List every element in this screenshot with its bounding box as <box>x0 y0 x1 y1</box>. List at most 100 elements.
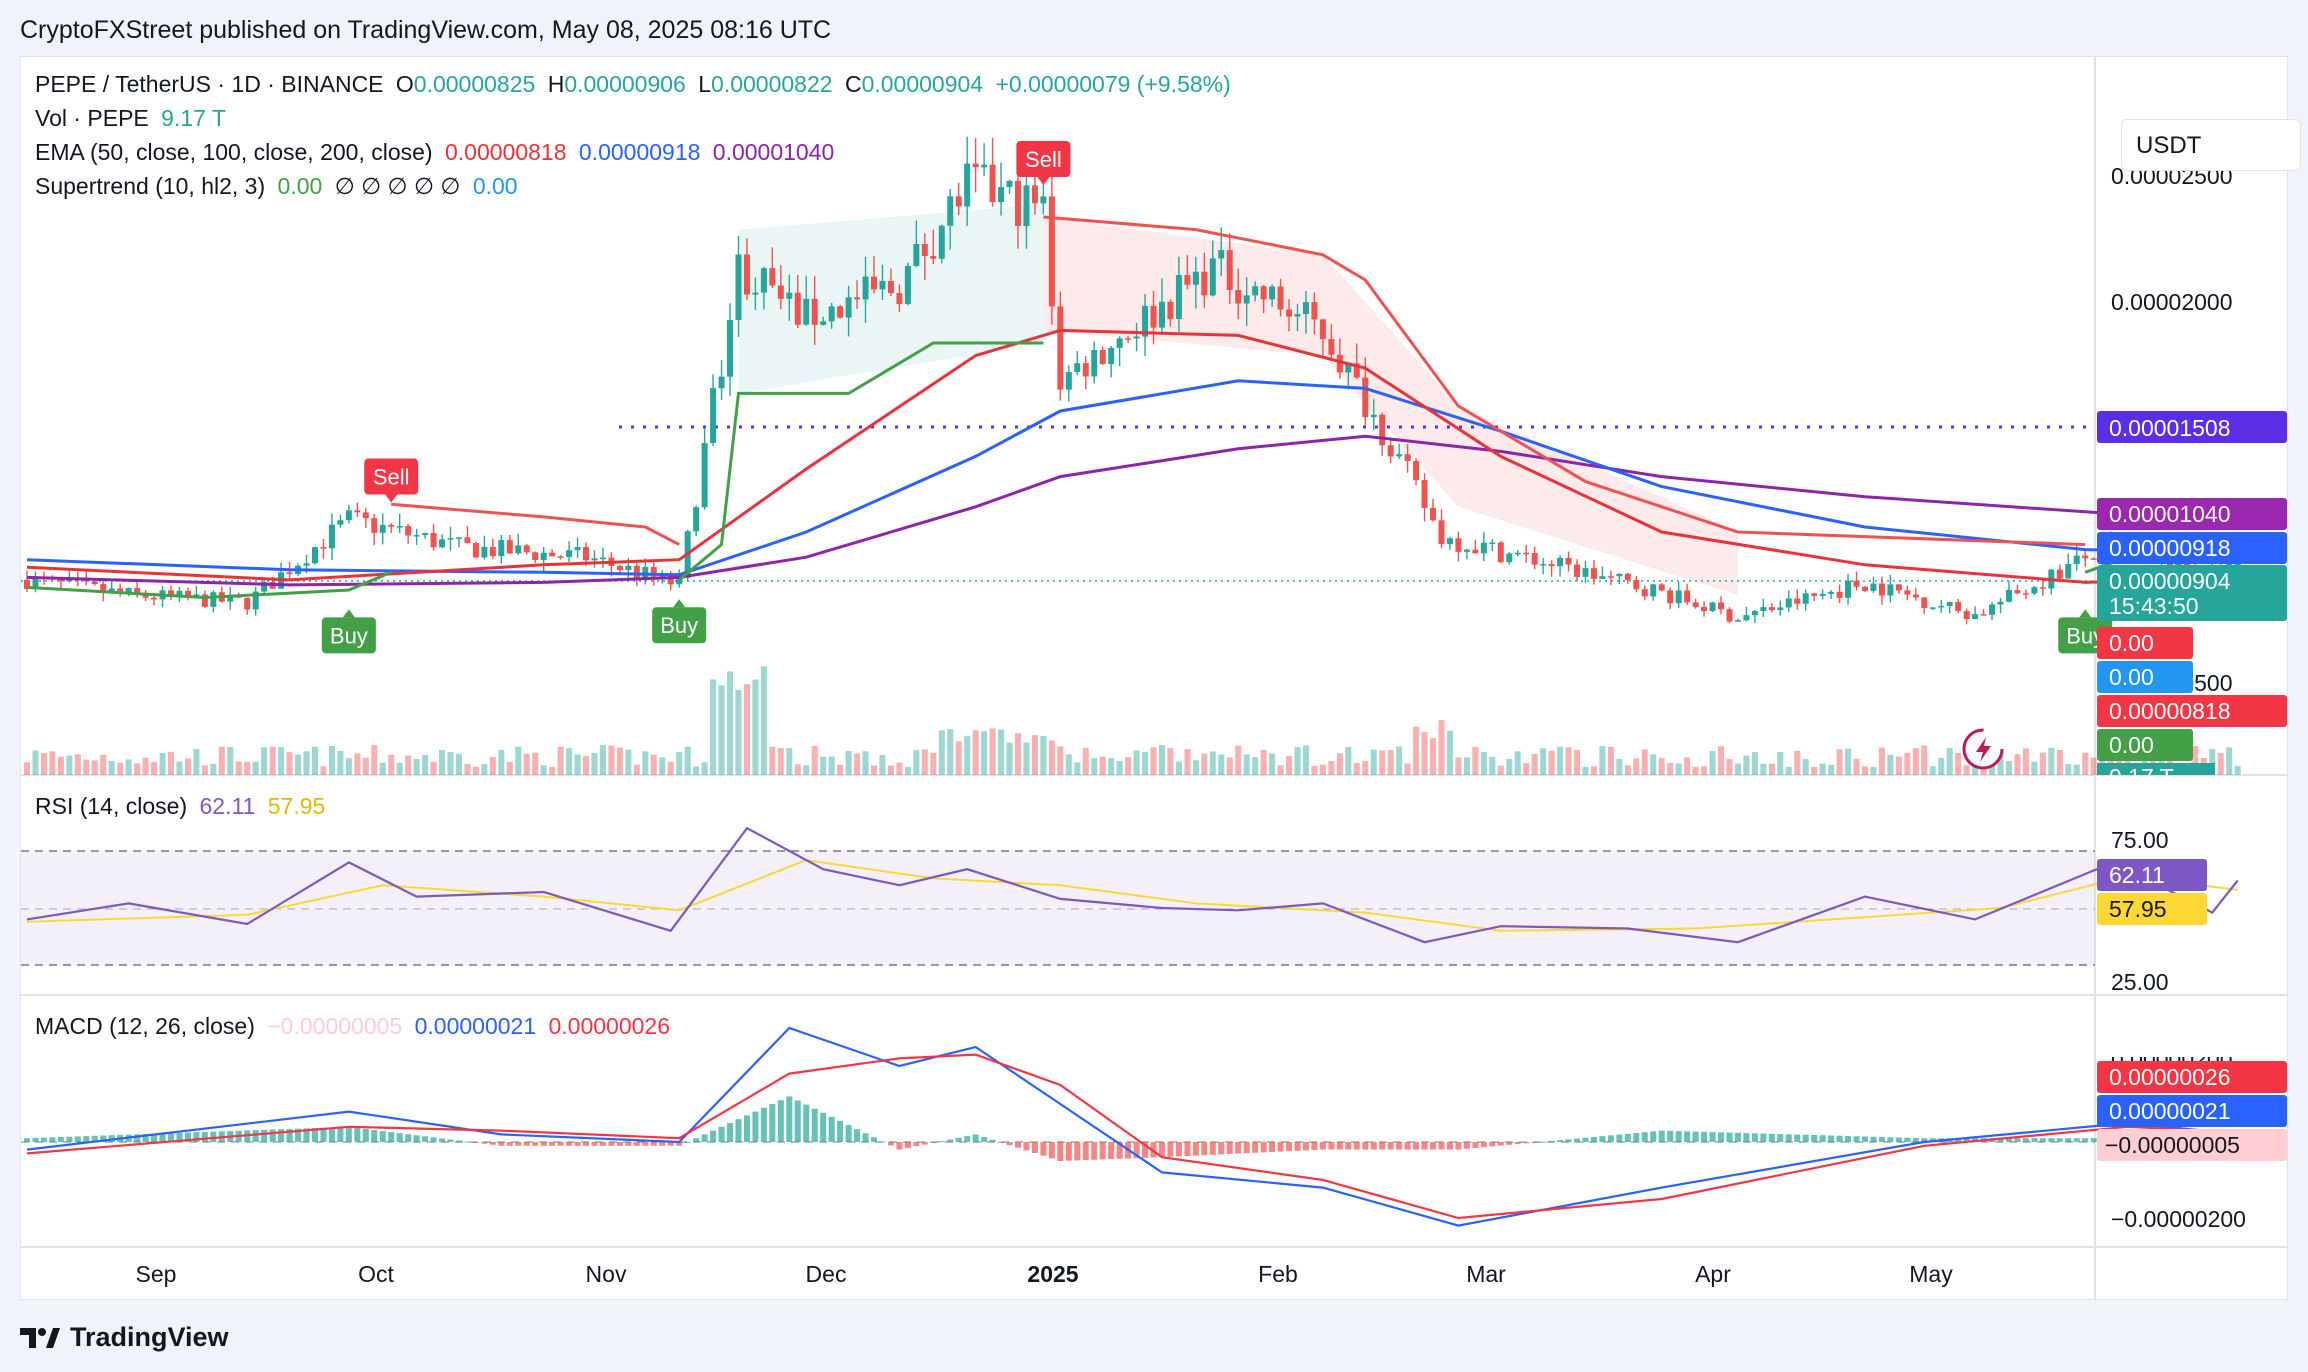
candle-body-128 <box>1108 347 1115 364</box>
candle-body-207 <box>1777 607 1784 611</box>
rsi-tick-25: 25.00 <box>2111 969 2169 995</box>
macd-hist-bar-118 <box>1023 1142 1030 1151</box>
signal-tag: 0.00000026 <box>2109 1064 2231 1090</box>
candle-body-44 <box>396 526 403 528</box>
candle-body-72 <box>633 565 640 578</box>
macd-hist-bar-20 <box>193 1132 200 1142</box>
volume-bar-101 <box>879 755 886 775</box>
candle-body-243 <box>2082 555 2089 559</box>
volume-bar-70 <box>616 747 623 775</box>
volume-bar-58 <box>515 746 522 775</box>
macd-hist-bar-57 <box>506 1142 513 1146</box>
volume-tag-bg <box>2097 763 2215 775</box>
footer: TradingView <box>0 1300 2308 1372</box>
volume-bar-55 <box>489 756 496 775</box>
candle-body-11 <box>117 588 124 593</box>
ema-label[interactable]: EMA (50, close, 100, close, 200, close) <box>35 139 433 165</box>
macd-tag-bg <box>2097 1095 2287 1127</box>
change-value: +0.00000079 (+9.58%) <box>995 71 1231 97</box>
candle-body-235 <box>2014 590 2021 594</box>
macd-hist-bar-9 <box>100 1135 107 1142</box>
supertrend-label[interactable]: Supertrend (10, hl2, 3) <box>35 173 266 199</box>
candle-body-228 <box>1955 602 1962 612</box>
candle-body-231 <box>1980 614 1987 616</box>
sell-signal-4[interactable]: Sell <box>1016 141 1071 186</box>
volume-bar-64 <box>566 748 573 775</box>
volume-bar-76 <box>667 761 674 775</box>
macd-hist-bar-113 <box>981 1137 988 1142</box>
close-tag: 0.00000904 <box>2109 568 2231 594</box>
volume-bar-97 <box>845 750 852 775</box>
macd-hist-bar-201 <box>1726 1132 1733 1142</box>
rsi-lines <box>26 826 2239 944</box>
volume-bar-49 <box>439 749 446 775</box>
macd-hist-bar-213 <box>1828 1135 1835 1142</box>
volume-bar-243 <box>2082 752 2089 775</box>
volume-bar-105 <box>913 750 920 775</box>
macd-hist-bar-165 <box>1421 1142 1428 1150</box>
rsi-tick-75: 75.00 <box>2111 827 2169 853</box>
macd-hist-bar-209 <box>1794 1134 1801 1142</box>
candle-body-47 <box>422 533 429 536</box>
buy-signal-3[interactable]: Buy <box>652 599 707 644</box>
candle-body-157 <box>1353 363 1360 378</box>
candle-body-240 <box>2056 569 2063 579</box>
macd-hist-bar-92 <box>803 1104 810 1142</box>
candle-body-194 <box>1667 590 1674 604</box>
macd-hist-bar-60 <box>532 1142 539 1146</box>
volume-bar-51 <box>455 753 462 775</box>
volume-bar-89 <box>777 747 784 775</box>
macd-label[interactable]: MACD (12, 26, close) <box>35 1013 255 1039</box>
candle-body-177 <box>1523 552 1530 555</box>
candle-body-132 <box>1142 305 1149 337</box>
macd-hist-bar-151 <box>1302 1142 1309 1151</box>
macd-hist-bar-17 <box>167 1133 174 1142</box>
macd-hist-bar-208 <box>1785 1134 1792 1142</box>
candle-body-238 <box>2039 587 2046 589</box>
symbol-label[interactable]: PEPE / TetherUS · 1D · BINANCE <box>35 71 384 97</box>
volume-bar-174 <box>1497 765 1504 775</box>
tradingview-logo[interactable]: TradingView <box>20 1322 229 1353</box>
currency-selector[interactable]: USDT <box>2121 119 2301 171</box>
candle-body-143 <box>1235 289 1242 304</box>
candle-body-41 <box>371 518 378 533</box>
volume-bar-4 <box>57 756 64 775</box>
macd-hist-bar-115 <box>998 1142 1005 1143</box>
candle-body-49 <box>439 539 446 548</box>
candle-body-158 <box>1362 377 1369 418</box>
rsi-label[interactable]: RSI (14, close) <box>35 793 188 819</box>
candle-body-162 <box>1396 454 1403 457</box>
lightning-icon[interactable] <box>1962 728 2004 770</box>
candle-body-145 <box>1252 286 1259 296</box>
supertrend-fill-up <box>738 204 1044 394</box>
volume-bar-118 <box>1023 742 1030 775</box>
macd-hist-bar-146 <box>1260 1142 1267 1153</box>
macd-hist-bar-59 <box>523 1142 530 1146</box>
volume-bar-163 <box>1404 763 1411 775</box>
volume-label[interactable]: Vol · PEPE <box>35 105 149 131</box>
candle-body-232 <box>1989 604 1996 615</box>
macd-hist-bar-152 <box>1311 1142 1318 1150</box>
volume-bar-235 <box>2014 754 2021 775</box>
candle-body-40 <box>362 512 369 519</box>
candle-body-175 <box>1506 553 1513 563</box>
volume-bar-10 <box>108 760 115 775</box>
signal-badge <box>652 607 707 644</box>
volume-bar-65 <box>574 754 581 775</box>
level-tag: 0.00001508 <box>2109 415 2231 441</box>
volume-bar-96 <box>837 764 844 775</box>
signal-label: Sell <box>373 465 410 490</box>
candle-body-244 <box>2090 558 2097 560</box>
volume-bar-159 <box>1370 749 1377 775</box>
sell-signal-2[interactable]: Sell <box>364 458 419 503</box>
rsi-tag-bg <box>2097 859 2207 891</box>
signal-badge <box>321 617 376 654</box>
macd-hist-bar-63 <box>557 1142 564 1146</box>
volume-bar-6 <box>74 754 81 775</box>
volume-bar-214 <box>1836 749 1843 775</box>
buy-signal-1[interactable]: Buy <box>321 609 376 654</box>
macd-hist-bar-187 <box>1607 1135 1614 1142</box>
candle-body-161 <box>1387 445 1394 457</box>
candle-body-107 <box>930 256 937 259</box>
